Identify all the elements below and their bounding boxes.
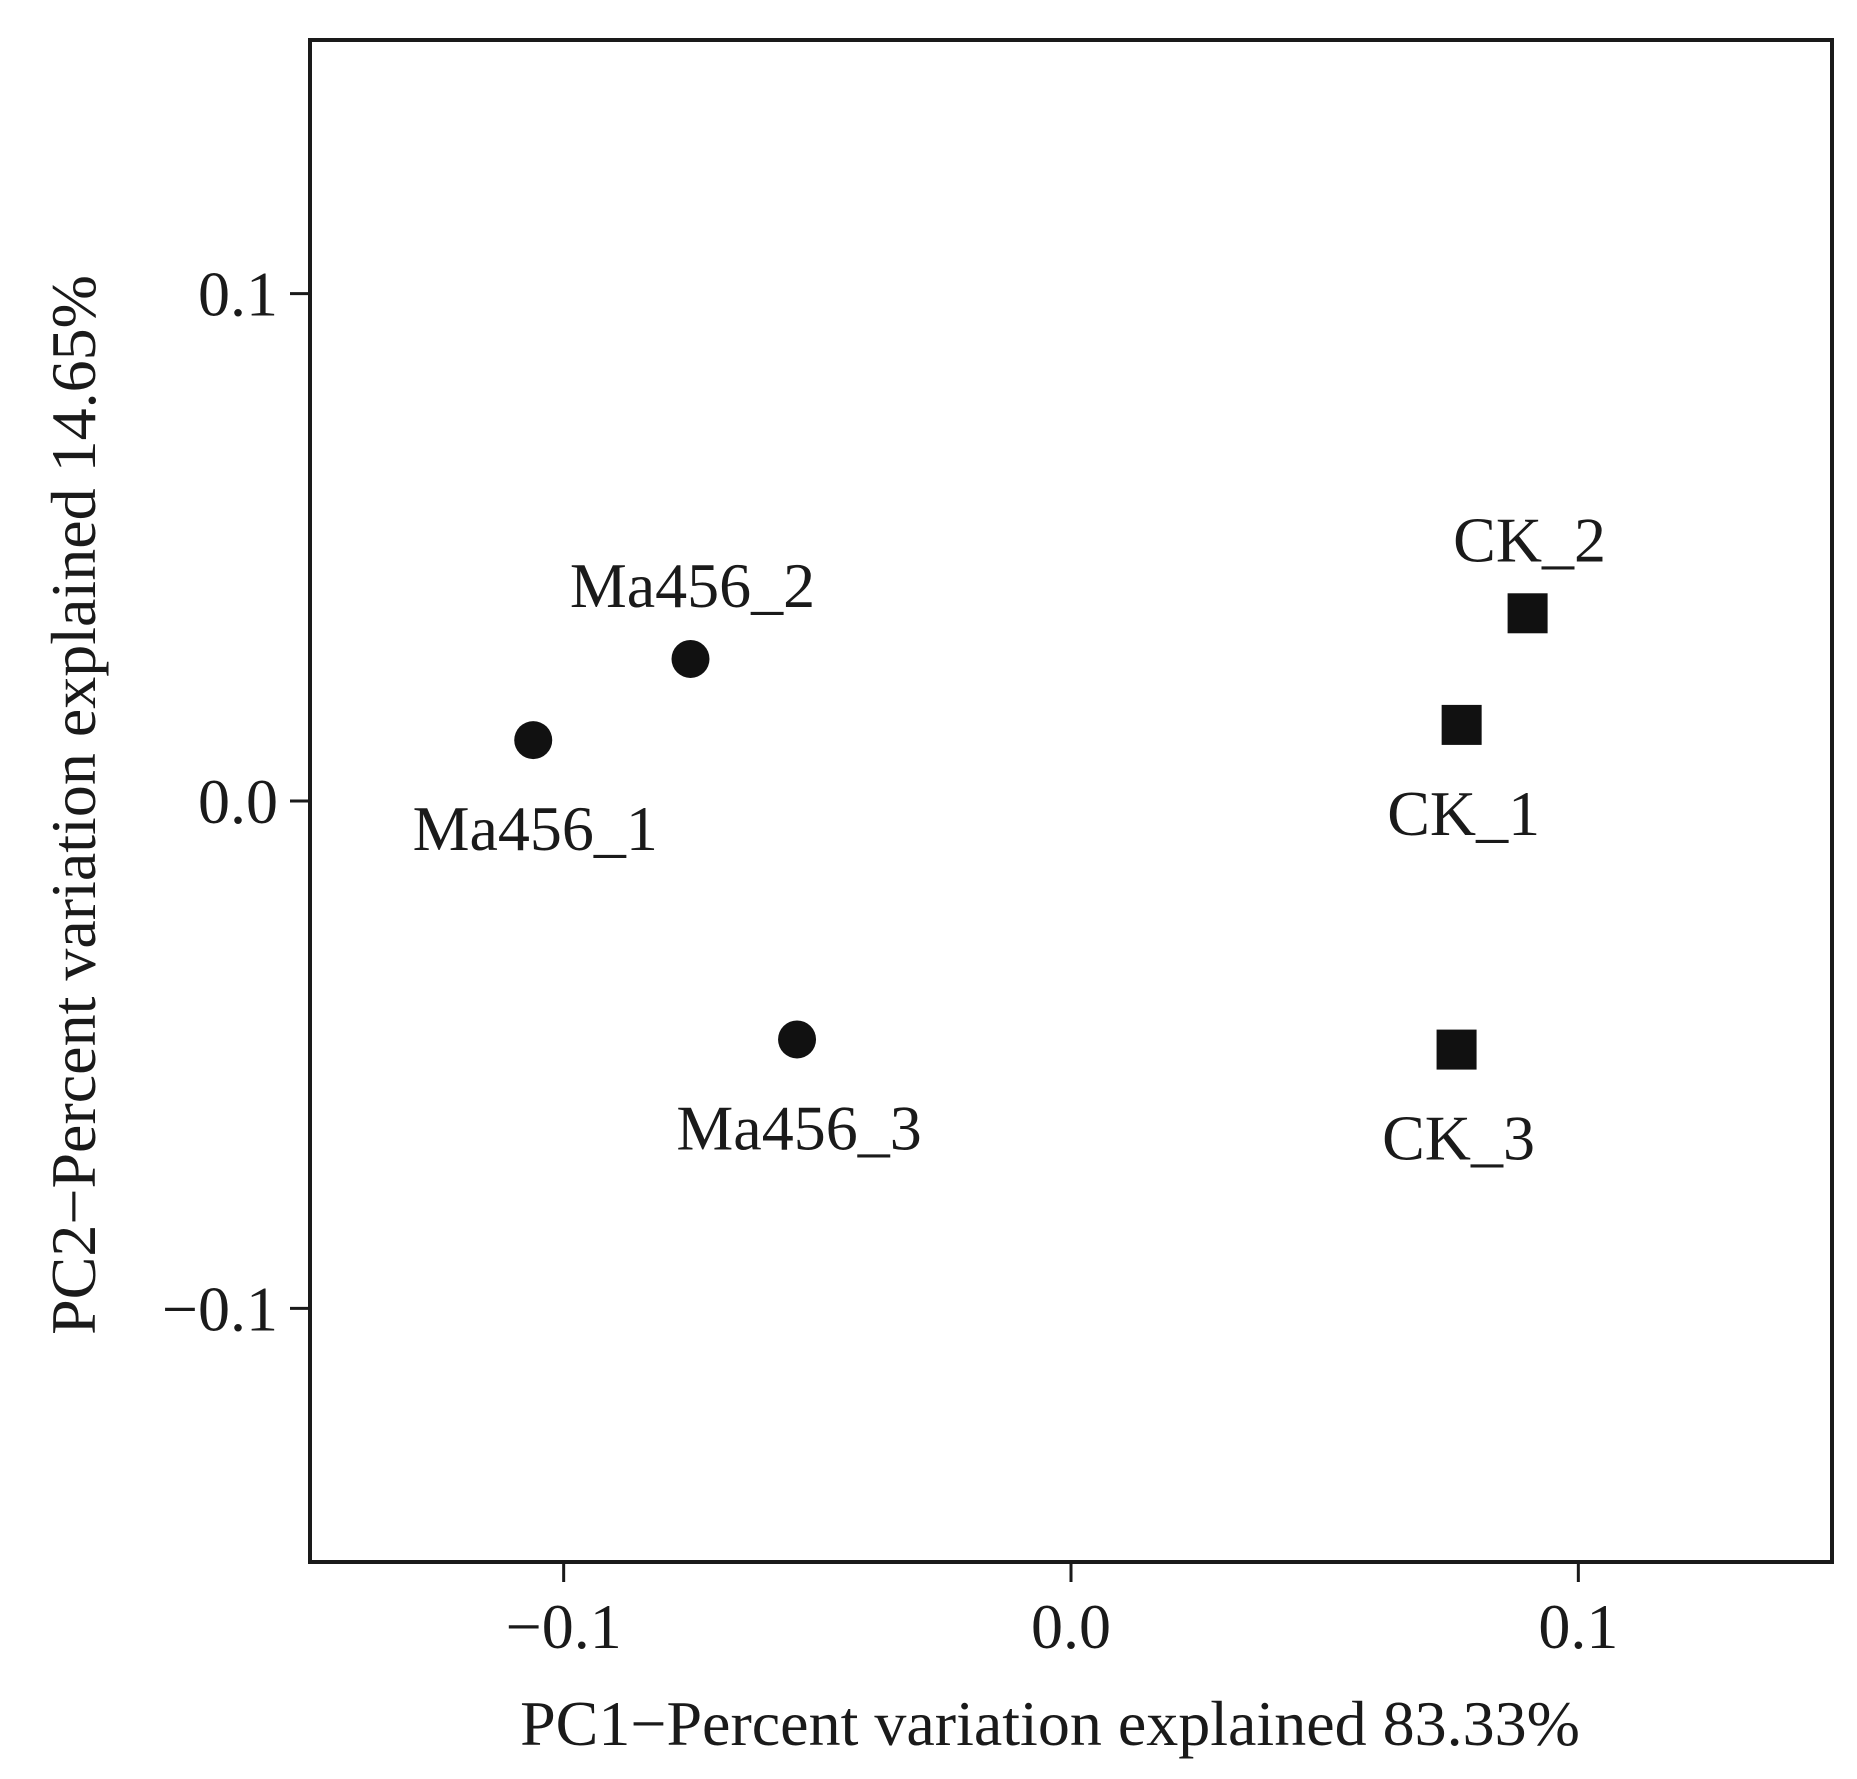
x-tick-label: 0.1 [1538, 1591, 1618, 1662]
x-tick-label: 0.0 [1031, 1591, 1111, 1662]
y-tick-label: −0.1 [162, 1273, 278, 1344]
point-label-ma456-2: Ma456_2 [570, 550, 815, 621]
y-axis-ticks: −0.1 0.0 0.1 [162, 259, 310, 1344]
point-marker-ck-1 [1441, 704, 1482, 745]
x-tick-label: −0.1 [506, 1591, 622, 1662]
point-marker-ma456-3 [778, 1020, 817, 1059]
data-points: Ma456_1 Ma456_2 Ma456_3 CK_1 CK_2 CK_3 [413, 504, 1606, 1173]
y-axis-label: PC2−Percent variation explained 14.65% [38, 275, 109, 1335]
x-axis-label: PC1−Percent variation explained 83.33% [520, 1688, 1580, 1759]
point-marker-ma456-2 [671, 639, 710, 678]
point-marker-ck-3 [1436, 1029, 1477, 1070]
point-marker-ma456-1 [514, 721, 553, 760]
y-tick-label: 0.1 [198, 259, 278, 330]
x-axis-ticks: −0.1 0.0 0.1 [506, 1562, 1618, 1662]
y-tick-label: 0.0 [198, 766, 278, 837]
point-label-ck-2: CK_2 [1453, 504, 1606, 575]
point-label-ma456-1: Ma456_1 [413, 793, 658, 864]
point-marker-ck-2 [1507, 593, 1548, 634]
point-label-ck-1: CK_1 [1387, 778, 1540, 849]
point-label-ma456-3: Ma456_3 [676, 1092, 921, 1163]
point-label-ck-3: CK_3 [1382, 1103, 1535, 1174]
